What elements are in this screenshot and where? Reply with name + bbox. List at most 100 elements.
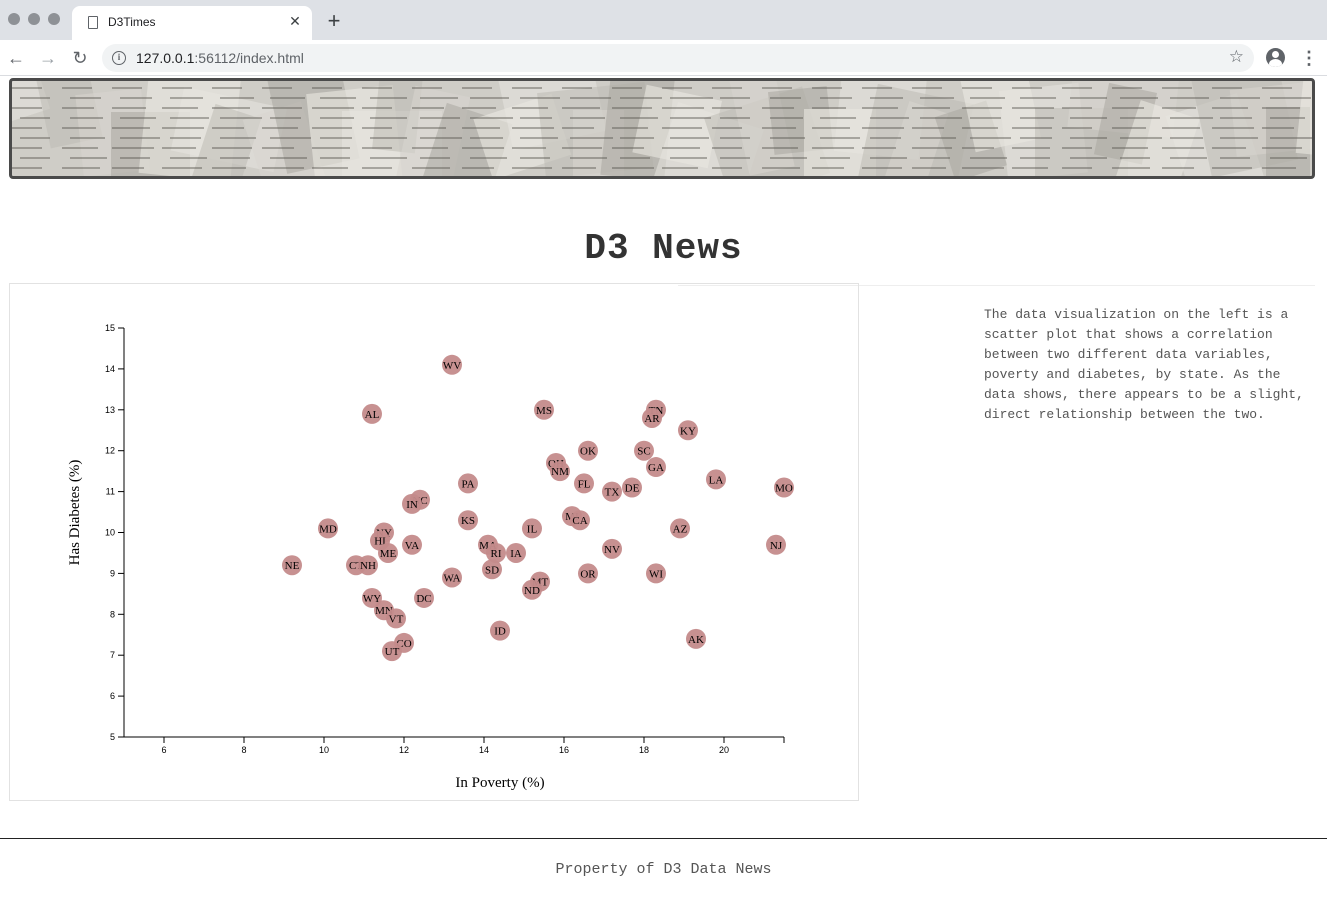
state-label-ar: AR — [644, 413, 660, 425]
state-marker-ar[interactable] — [642, 407, 662, 428]
state-marker-dc[interactable] — [414, 587, 434, 608]
state-marker-wi[interactable] — [646, 563, 666, 584]
x-tick-label: 16 — [559, 745, 569, 755]
state-marker-ks[interactable] — [458, 510, 478, 531]
state-marker-pa[interactable] — [458, 473, 478, 494]
state-label-il: IL — [527, 523, 538, 535]
state-label-wv: WV — [443, 360, 461, 372]
state-label-mo: MO — [775, 483, 793, 495]
state-marker-nm[interactable] — [550, 461, 570, 482]
state-marker-wa[interactable] — [442, 567, 462, 588]
state-label-ut: UT — [385, 646, 400, 658]
state-marker-md[interactable] — [318, 518, 338, 539]
state-marker-fl[interactable] — [574, 473, 594, 494]
state-marker-ut[interactable] — [382, 641, 402, 662]
state-label-wa: WA — [443, 572, 460, 584]
x-tick-label: 20 — [719, 745, 729, 755]
state-marker-nh[interactable] — [358, 555, 378, 576]
browser-toolbar: ← → ↻ i 127.0.0.1:56112/index.html ☆ ⋮ — [0, 40, 1327, 76]
state-marker-sc[interactable] — [634, 440, 654, 461]
state-marker-vt[interactable] — [386, 608, 406, 629]
y-tick-label: 13 — [105, 405, 115, 415]
state-label-ak: AK — [688, 634, 704, 646]
window-zoom-dot[interactable] — [48, 13, 60, 25]
state-marker-az[interactable] — [670, 518, 690, 539]
state-label-or: OR — [580, 568, 596, 580]
state-marker-wy[interactable] — [362, 587, 382, 608]
kebab-menu-icon[interactable]: ⋮ — [1300, 48, 1318, 68]
x-axis-label: In Poverty (%) — [455, 775, 544, 791]
state-marker-me[interactable] — [378, 542, 398, 563]
state-label-va: VA — [405, 540, 420, 552]
state-marker-ne[interactable] — [282, 555, 302, 576]
state-marker-sd[interactable] — [482, 559, 502, 580]
window-close-dot[interactable] — [8, 13, 20, 25]
state-marker-id[interactable] — [490, 620, 510, 641]
y-tick-label: 12 — [105, 446, 115, 456]
state-marker-tx[interactable] — [602, 481, 622, 502]
tab-title: D3Times — [108, 15, 156, 29]
state-marker-wv[interactable] — [442, 354, 462, 375]
state-marker-ak[interactable] — [686, 628, 706, 649]
state-marker-de[interactable] — [622, 477, 642, 498]
state-marker-ga[interactable] — [646, 457, 666, 478]
state-marker-ky[interactable] — [678, 420, 698, 441]
y-tick-label: 11 — [106, 487, 115, 497]
state-marker-ia[interactable] — [506, 542, 526, 563]
info-icon[interactable]: i — [112, 51, 126, 65]
state-marker-la[interactable] — [706, 469, 726, 490]
browser-tab-bar: D3Times ✕ + — [0, 0, 1327, 40]
document-icon — [88, 16, 98, 29]
browser-tab[interactable]: D3Times ✕ — [72, 6, 312, 40]
chart-description: The data visualization on the left is a … — [984, 307, 1304, 422]
window-minimize-dot[interactable] — [28, 13, 40, 25]
state-marker-il[interactable] — [522, 518, 542, 539]
bookmark-star-icon[interactable]: ☆ — [1228, 47, 1244, 66]
divider — [678, 285, 1315, 286]
newspaper-texture — [12, 81, 1312, 176]
y-tick-label: 7 — [110, 650, 115, 660]
state-marker-or[interactable] — [578, 563, 598, 584]
y-tick-label: 6 — [110, 691, 115, 701]
page-title: D3 News — [584, 228, 743, 269]
reload-icon[interactable]: ↻ — [72, 48, 88, 68]
state-label-ga: GA — [648, 462, 664, 474]
state-marker-ms[interactable] — [534, 399, 554, 420]
state-marker-va[interactable] — [402, 534, 422, 555]
x-tick-label: 14 — [479, 745, 489, 755]
state-marker-ca[interactable] — [570, 510, 590, 531]
y-tick-label: 15 — [105, 323, 115, 333]
state-label-fl: FL — [578, 478, 591, 490]
state-label-al: AL — [365, 409, 380, 421]
scatter-plot-svg: 6 8 10 12 14 16 18 20 5 6 7 8 9 10 11 12 13 14 15 In Povert… — [67, 323, 794, 791]
x-tick-label: 10 — [319, 745, 329, 755]
account-icon[interactable] — [1266, 48, 1285, 67]
state-label-de: DE — [625, 483, 640, 495]
state-label-wi: WI — [649, 568, 663, 580]
back-arrow-icon[interactable]: ← — [7, 48, 25, 68]
state-label-ca: CA — [572, 515, 587, 527]
footer-text: Property of D3 Data News — [555, 861, 772, 878]
state-label-nj: NJ — [770, 540, 783, 552]
state-label-ms: MS — [536, 405, 552, 417]
state-marker-in[interactable] — [402, 493, 422, 514]
address-bar[interactable]: i 127.0.0.1:56112/index.html ☆ — [102, 44, 1254, 72]
close-icon[interactable]: ✕ — [289, 13, 301, 29]
state-marker-nv[interactable] — [602, 538, 622, 559]
y-axis-label: Has Diabetes (%) — [67, 460, 83, 566]
state-marker-ok[interactable] — [578, 440, 598, 461]
state-label-ia: IA — [510, 548, 522, 560]
state-marker-ri[interactable] — [486, 542, 506, 563]
state-label-md: MD — [319, 523, 337, 535]
url-text[interactable]: 127.0.0.1:56112/index.html — [136, 50, 304, 66]
forward-arrow-icon[interactable]: → — [39, 48, 57, 68]
y-tick-label: 5 — [110, 732, 115, 742]
state-marker-mo[interactable] — [774, 477, 794, 498]
new-tab-button[interactable]: + — [327, 8, 341, 33]
state-marker-nj[interactable] — [766, 534, 786, 555]
state-marker-nd[interactable] — [522, 579, 542, 600]
state-marker-al[interactable] — [362, 403, 382, 424]
y-tick-label: 9 — [110, 568, 115, 578]
state-label-nd: ND — [524, 585, 540, 597]
state-label-ky: KY — [680, 425, 696, 437]
